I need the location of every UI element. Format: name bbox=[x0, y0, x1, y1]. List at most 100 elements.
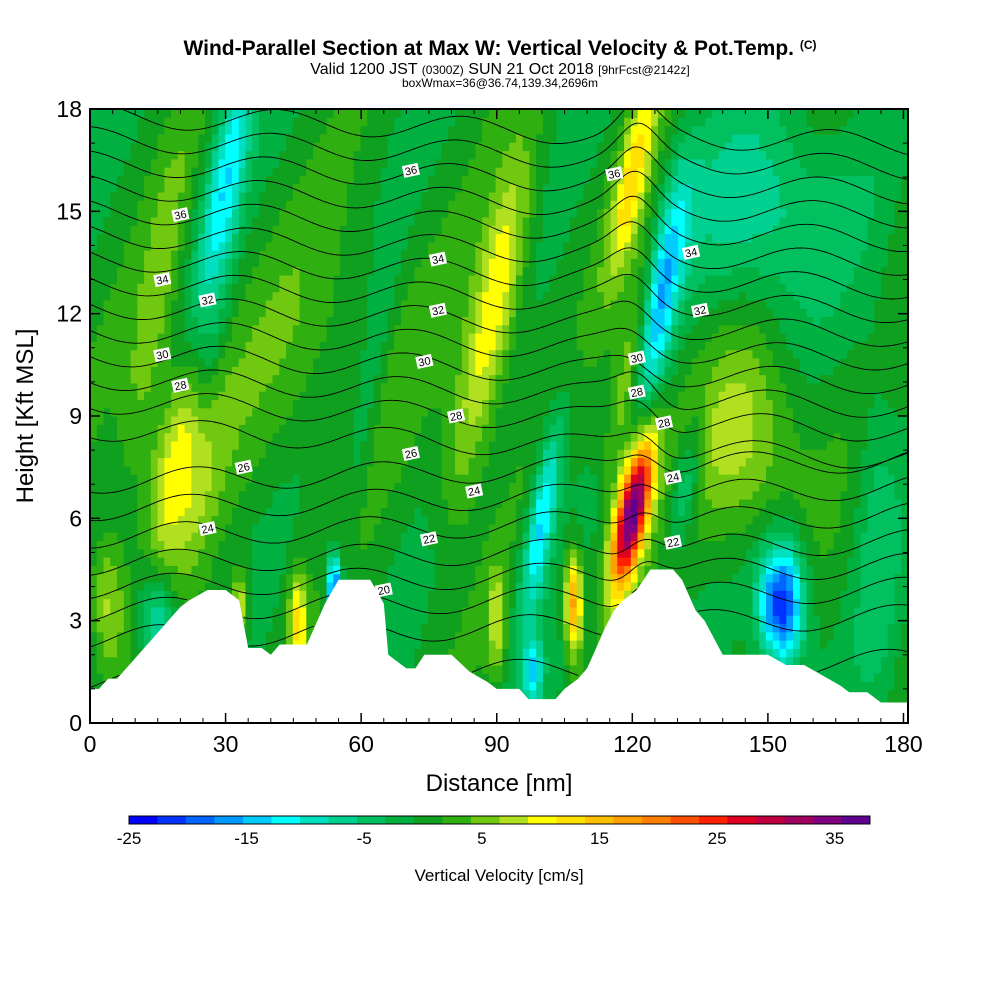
w-cell bbox=[346, 233, 355, 243]
w-cell bbox=[428, 208, 436, 218]
w-cell bbox=[373, 233, 382, 243]
w-cell bbox=[387, 507, 395, 517]
w-cell bbox=[164, 233, 172, 243]
w-cell bbox=[130, 250, 138, 259]
w-cell bbox=[333, 125, 341, 135]
w-cell bbox=[211, 349, 220, 359]
w-cell bbox=[529, 374, 537, 384]
w-cell bbox=[238, 250, 247, 259]
w-cell bbox=[144, 581, 152, 591]
w-cell bbox=[130, 150, 138, 160]
w-cell bbox=[313, 324, 321, 334]
w-cell bbox=[400, 233, 409, 243]
w-cell bbox=[313, 532, 321, 542]
w-cell bbox=[198, 241, 206, 251]
w-cell bbox=[509, 291, 517, 301]
w-cell bbox=[340, 158, 348, 168]
w-cell bbox=[542, 598, 551, 608]
w-cell bbox=[117, 241, 125, 251]
w-cell bbox=[380, 557, 389, 566]
w-cell bbox=[400, 391, 409, 401]
w-cell bbox=[340, 474, 348, 483]
w-cell bbox=[400, 432, 409, 442]
w-cell bbox=[137, 449, 145, 459]
w-cell bbox=[177, 449, 186, 459]
w-cell bbox=[333, 457, 341, 467]
w-cell bbox=[198, 183, 206, 193]
w-cell bbox=[137, 615, 145, 625]
w-cell bbox=[414, 565, 422, 575]
w-cell bbox=[265, 465, 274, 475]
w-cell bbox=[313, 133, 321, 143]
w-cell bbox=[428, 465, 436, 475]
w-cell bbox=[103, 457, 111, 467]
w-cell bbox=[238, 532, 247, 542]
w-cell bbox=[326, 258, 334, 268]
w-cell bbox=[333, 565, 341, 575]
w-cell bbox=[259, 117, 267, 127]
w-cell bbox=[529, 183, 537, 193]
w-cell bbox=[522, 142, 531, 152]
w-cell bbox=[495, 357, 503, 367]
w-cell bbox=[272, 590, 280, 600]
w-cell bbox=[428, 416, 436, 425]
w-cell bbox=[191, 407, 199, 417]
w-cell bbox=[502, 474, 510, 483]
w-cell bbox=[123, 631, 132, 641]
w-cell bbox=[488, 548, 497, 558]
w-cell bbox=[455, 175, 463, 185]
w-cell bbox=[482, 465, 490, 475]
w-cell bbox=[184, 133, 192, 143]
w-cell bbox=[218, 291, 226, 301]
w-cell bbox=[238, 432, 247, 442]
w-cell bbox=[184, 308, 192, 318]
w-cell bbox=[482, 291, 490, 301]
w-cell bbox=[238, 125, 247, 135]
w-cell bbox=[130, 117, 138, 127]
w-cell bbox=[495, 606, 503, 616]
w-cell bbox=[130, 631, 138, 641]
w-cell bbox=[394, 183, 402, 193]
w-cell bbox=[353, 523, 362, 533]
w-cell bbox=[387, 523, 395, 533]
w-cell bbox=[495, 191, 503, 201]
w-cell bbox=[292, 324, 301, 334]
w-cell bbox=[340, 150, 348, 160]
w-cell bbox=[448, 167, 456, 176]
w-cell bbox=[96, 167, 105, 176]
w-cell bbox=[150, 490, 159, 500]
w-cell bbox=[231, 167, 240, 176]
w-cell bbox=[522, 416, 531, 425]
w-cell bbox=[265, 366, 274, 376]
w-cell bbox=[455, 291, 463, 301]
w-cell bbox=[313, 606, 321, 616]
w-cell bbox=[502, 640, 510, 649]
w-cell bbox=[279, 241, 287, 251]
w-cell bbox=[265, 548, 274, 558]
w-cell bbox=[522, 482, 531, 492]
w-cell bbox=[326, 216, 334, 226]
w-cell bbox=[177, 233, 186, 243]
valid-time-line: Valid 1200 JST (0300Z) SUN 21 Oct 2018 [… bbox=[0, 61, 1000, 79]
w-cell bbox=[495, 581, 503, 591]
w-cell bbox=[245, 606, 253, 616]
w-cell bbox=[306, 557, 314, 566]
w-cell bbox=[130, 349, 138, 359]
w-cell bbox=[387, 598, 395, 608]
w-cell bbox=[144, 590, 152, 600]
w-cell bbox=[225, 291, 233, 301]
w-cell bbox=[286, 357, 294, 367]
w-cell bbox=[373, 424, 382, 434]
w-cell bbox=[211, 407, 220, 417]
w-cell bbox=[103, 142, 111, 152]
w-cell bbox=[279, 125, 287, 135]
w-cell bbox=[333, 258, 341, 268]
w-cell bbox=[360, 374, 368, 384]
w-cell bbox=[157, 449, 165, 459]
w-cell bbox=[333, 341, 341, 351]
w-cell bbox=[117, 183, 125, 193]
w-cell bbox=[265, 333, 274, 342]
w-cell bbox=[117, 250, 125, 259]
w-cell bbox=[455, 382, 463, 392]
w-cell bbox=[319, 233, 328, 243]
